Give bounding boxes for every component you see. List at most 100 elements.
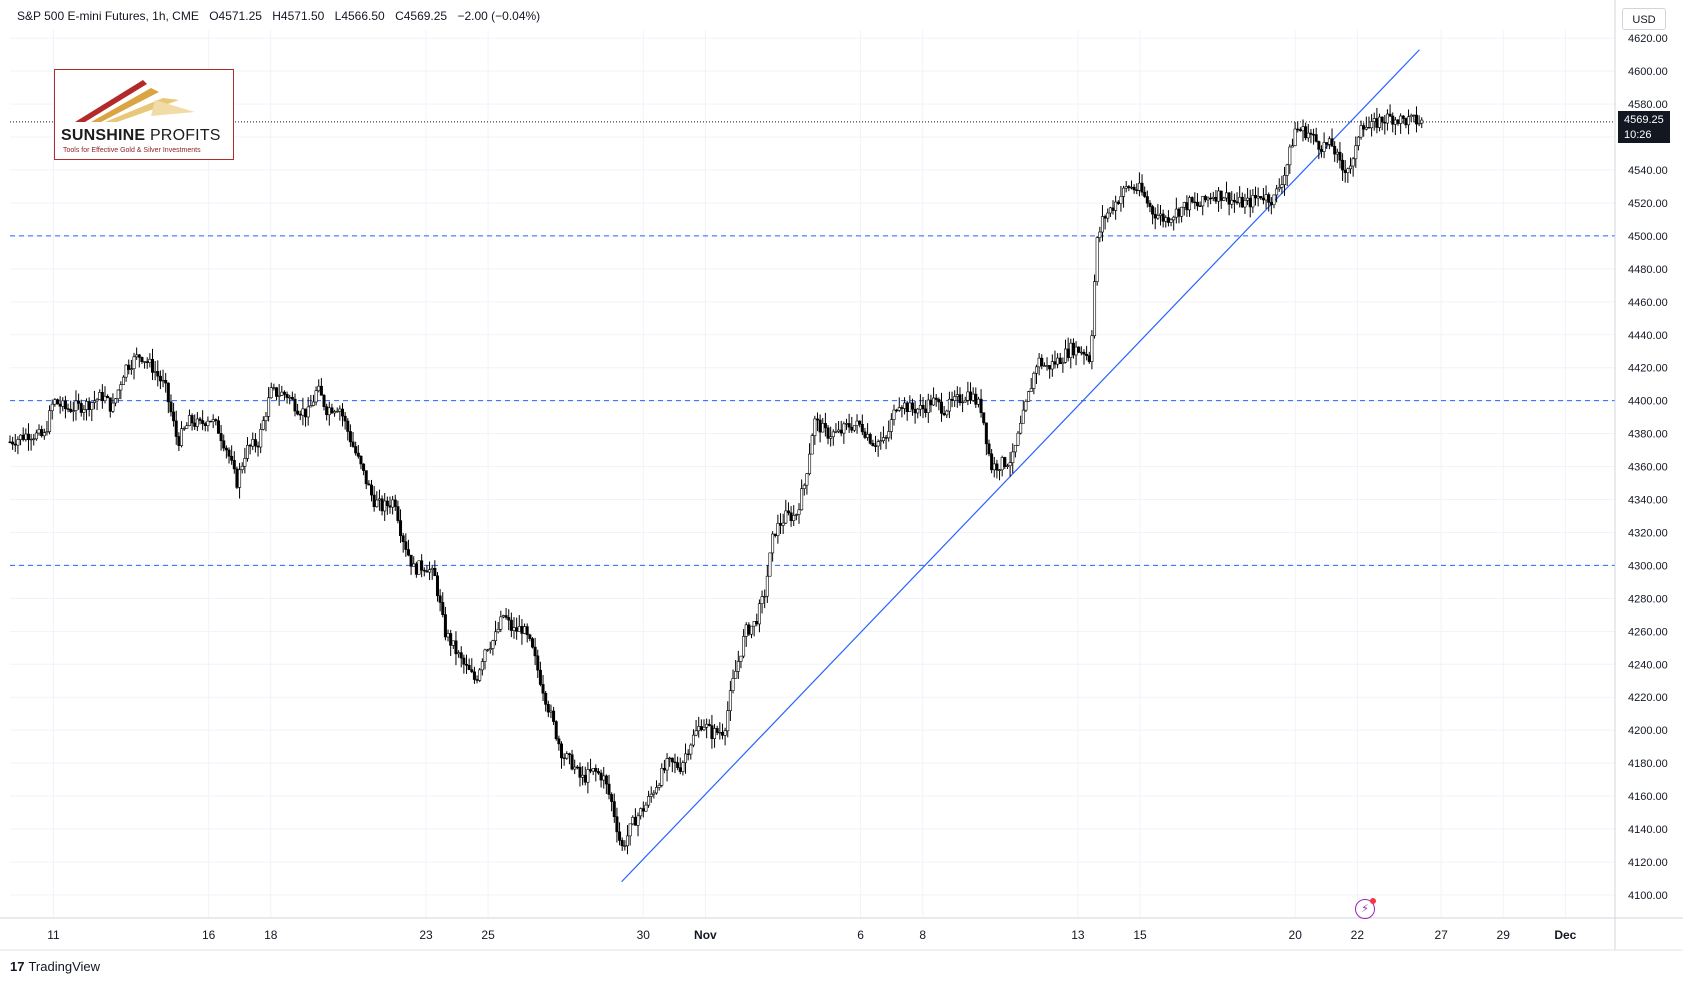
candle-body	[939, 401, 943, 414]
candle-body	[1288, 146, 1292, 166]
candle-body	[1393, 119, 1397, 125]
candle-body	[298, 413, 302, 416]
x-tick-label: 18	[264, 928, 278, 942]
candle-body	[591, 768, 595, 772]
candle-body	[230, 455, 234, 461]
candle-body	[459, 652, 463, 659]
candle-body	[206, 420, 210, 426]
candle-body	[823, 423, 827, 429]
candle-body	[1227, 192, 1231, 205]
candle-body	[309, 405, 313, 408]
candle-body	[961, 401, 965, 404]
candle-body	[684, 753, 688, 763]
candle-body	[1198, 205, 1202, 207]
candle-body	[92, 400, 96, 403]
candle-body	[691, 734, 695, 746]
x-tick-label: 27	[1434, 928, 1448, 942]
candle-body	[821, 423, 825, 433]
candle-body	[32, 438, 36, 440]
candle-body	[1317, 141, 1321, 150]
candle-body	[728, 690, 732, 712]
candle-body	[892, 409, 896, 420]
candle-body	[61, 400, 65, 407]
candle-body	[992, 463, 996, 471]
candle-body	[103, 395, 107, 402]
candle-body	[238, 469, 242, 488]
candle-body	[364, 470, 368, 485]
currency-button[interactable]: USD	[1622, 8, 1666, 30]
candle-body	[1359, 125, 1363, 138]
candle-body	[1280, 184, 1284, 188]
y-tick-label: 4460.00	[1628, 297, 1668, 309]
candle-body	[1211, 196, 1215, 199]
candle-body	[1396, 119, 1400, 124]
candle-body	[847, 423, 851, 428]
candle-body	[984, 422, 988, 445]
candle-body	[338, 408, 342, 412]
candle-body	[372, 494, 376, 508]
candle-body	[417, 560, 421, 575]
candle-body	[562, 757, 566, 759]
candle-body	[148, 358, 152, 363]
candle-body	[749, 625, 753, 635]
candle-body	[1093, 281, 1097, 337]
candle-body	[153, 371, 157, 373]
trendline[interactable]	[621, 49, 1420, 883]
candle-body	[1201, 196, 1205, 207]
candle-body	[261, 420, 265, 430]
candle-body	[523, 626, 527, 634]
y-axis-ticks: 4100.00 4120.00 4140.00 4160.00 4180.00 4200.…	[1628, 33, 1668, 902]
candle-body	[594, 768, 598, 772]
candle-body	[839, 429, 843, 434]
candle-body	[180, 428, 184, 446]
candle-body	[707, 723, 711, 726]
candle-body	[275, 387, 279, 397]
candle-body	[243, 458, 247, 467]
candle-body	[583, 774, 587, 783]
y-tick-label: 4280.00	[1628, 593, 1668, 605]
symbol-title[interactable]: S&P 500 E-mini Futures, 1h, CME	[17, 9, 199, 23]
candle-body	[259, 429, 263, 448]
candle-body	[216, 420, 220, 434]
candle-body	[1264, 194, 1268, 201]
candle-body	[301, 408, 305, 416]
candle-body	[1161, 213, 1165, 222]
candle-body	[644, 804, 648, 812]
candle-body	[1045, 365, 1049, 367]
candle-body	[333, 411, 337, 414]
candle-body	[454, 640, 458, 655]
candle-body	[541, 684, 545, 694]
lightning-icon[interactable]: ⚡	[1355, 899, 1375, 919]
candle-body	[1364, 127, 1368, 130]
candle-body	[971, 393, 975, 401]
y-tick-label: 4120.00	[1628, 857, 1668, 869]
candle-body	[172, 411, 176, 422]
candle-body	[1164, 217, 1168, 222]
candle-body	[48, 410, 52, 432]
candle-body	[404, 541, 408, 550]
candle-body	[441, 602, 445, 615]
candle-body	[428, 569, 432, 573]
candle-body	[195, 418, 199, 427]
x-tick-label: 6	[857, 928, 864, 942]
candle-body	[319, 385, 323, 396]
candle-body	[240, 465, 244, 470]
candle-body	[1375, 118, 1379, 128]
candle-body	[1048, 365, 1052, 370]
candle-body	[198, 418, 202, 421]
candle-body	[269, 387, 273, 399]
x-tick-label: 8	[919, 928, 926, 942]
tradingview-logo[interactable]: 17 TradingView	[10, 959, 100, 974]
candle-body	[143, 361, 147, 363]
candle-body	[1319, 149, 1323, 152]
candle-body	[1151, 206, 1155, 215]
candle-body	[370, 484, 374, 496]
x-axis-ticks: 11 16 18 23 25 30 Nov 6 8 13 15 20 22 27 29 Dec	[47, 928, 1576, 942]
candle-body	[330, 407, 334, 414]
candle-body	[844, 423, 848, 425]
candle-body	[789, 512, 793, 521]
candle-body	[1029, 388, 1033, 392]
candle-body	[1122, 187, 1126, 197]
candle-body	[21, 434, 25, 440]
